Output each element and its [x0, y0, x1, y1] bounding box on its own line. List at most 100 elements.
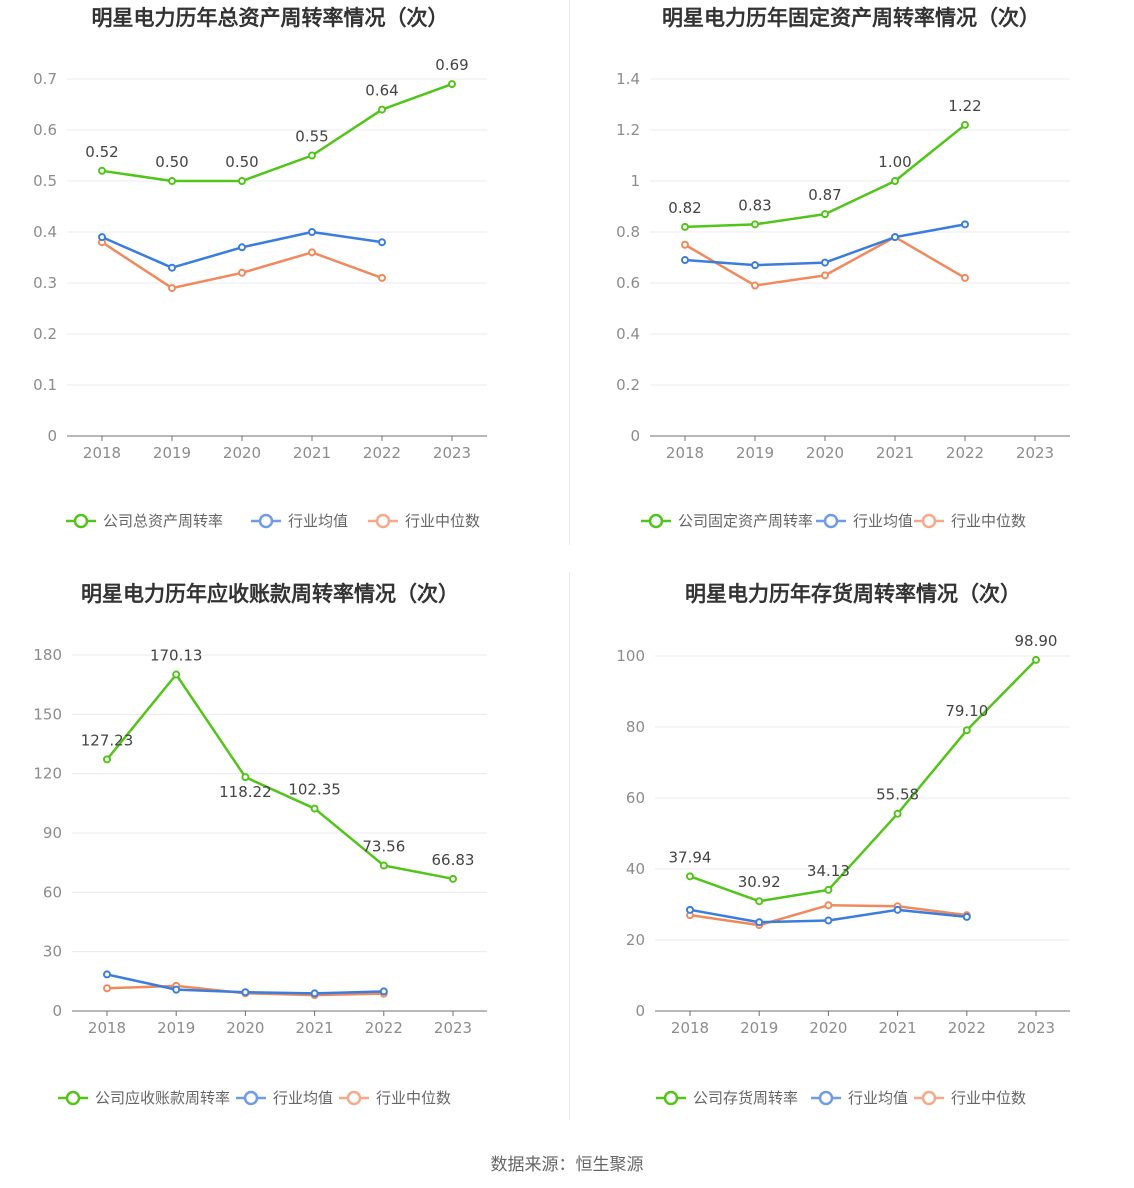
x-tick-label: 2019: [736, 444, 774, 462]
x-tick-label: 2021: [296, 1019, 334, 1037]
data-point: [241, 773, 250, 782]
data-label: 0.83: [738, 196, 771, 214]
data-point: [241, 988, 250, 997]
data-point: [378, 273, 386, 282]
data-label: 34.13: [807, 862, 850, 880]
x-tick-label: 2022: [946, 444, 984, 462]
data-point: [681, 240, 689, 249]
data-point: [238, 243, 246, 252]
data-point: [103, 984, 111, 993]
y-tick-label: 0: [52, 1002, 62, 1020]
data-point: [686, 872, 694, 881]
data-point: [308, 151, 316, 160]
data-point: [824, 885, 833, 894]
data-point: [751, 281, 759, 290]
legend-marker: [65, 1090, 81, 1106]
data-point: [755, 918, 764, 927]
chart-fixed-asset-turnover: 明星电力历年固定资产周转率情况（次） 0 0.2 0.4 0.6 0.8 1 1.2 1.4 20…: [616, 6, 1070, 530]
data-point: [308, 228, 316, 236]
data-label: 0.64: [365, 82, 398, 100]
chart-title: 明星电力历年应收账款周转率情况（次）: [81, 582, 459, 606]
y-tick-label: 90: [43, 824, 62, 842]
y-tick-label: 0: [630, 427, 640, 445]
x-tick-label: 2023: [1017, 1019, 1055, 1037]
x-tick-label: 2023: [434, 1019, 472, 1037]
data-label: 0.55: [295, 128, 328, 146]
legend-label: 行业中位数: [405, 512, 480, 530]
data-point: [378, 238, 386, 247]
data-point: [821, 210, 829, 219]
legend-marker: [258, 513, 274, 529]
y-tick-label: 0.2: [616, 376, 640, 394]
y-tick-label: 0.6: [616, 274, 640, 292]
data-point: [681, 222, 689, 231]
x-tick-label: 2019: [740, 1019, 778, 1037]
data-label: 0.50: [225, 153, 258, 171]
legend-label: 行业均值: [853, 512, 913, 530]
x-tick-label: 2020: [223, 444, 261, 462]
data-point: [310, 804, 319, 813]
series-line-0: [689, 659, 1037, 903]
data-point: [168, 177, 176, 185]
data-point: [172, 670, 181, 679]
data-point: [379, 861, 388, 870]
chart-title: 明星电力历年存货周转率情况（次）: [685, 582, 1021, 606]
y-tick-label: 0.6: [33, 121, 57, 139]
legend-label: 行业均值: [848, 1089, 908, 1107]
legend-label: 行业中位数: [951, 512, 1026, 530]
data-point: [1032, 655, 1040, 664]
y-tick-label: 180: [33, 646, 62, 664]
x-tick-label: 2018: [83, 444, 121, 462]
y-tick-label: 1.2: [616, 121, 640, 139]
legend-marker: [648, 513, 664, 529]
legend-label: 公司固定资产周转率: [678, 512, 813, 530]
x-tick-label: 2021: [879, 1019, 917, 1037]
y-tick-label: 20: [626, 931, 645, 949]
legend-marker: [243, 1090, 259, 1106]
data-label: 0.52: [85, 143, 118, 161]
data-point: [751, 220, 759, 229]
x-tick-label: 2021: [876, 444, 914, 462]
y-tick-label: 1.4: [616, 70, 640, 88]
data-point: [962, 726, 971, 735]
data-label: 118.22: [219, 783, 272, 801]
y-tick-label: 60: [43, 883, 62, 901]
legend-marker: [346, 1090, 362, 1106]
data-point: [310, 989, 319, 998]
data-point: [172, 985, 181, 994]
y-tick-label: 0: [635, 1002, 645, 1020]
series-line-0: [106, 673, 454, 881]
data-point: [824, 916, 833, 925]
divider-top: [569, 0, 570, 545]
x-tick-label: 2020: [809, 1019, 847, 1037]
x-tick-label: 2019: [157, 1019, 195, 1037]
x-tick-label: 2020: [226, 1019, 264, 1037]
divider-bottom: [569, 572, 570, 1120]
data-label: 73.56: [362, 838, 405, 856]
x-tick-label: 2022: [948, 1019, 986, 1037]
legend-marker: [823, 513, 839, 529]
data-point: [821, 271, 829, 280]
x-tick-label: 2019: [153, 444, 191, 462]
legend-marker: [921, 1090, 937, 1106]
y-tick-label: 0.5: [33, 172, 57, 190]
data-label: 79.10: [945, 702, 988, 720]
y-tick-label: 0.2: [33, 325, 57, 343]
chart-title: 明星电力历年固定资产周转率情况（次）: [662, 6, 1040, 30]
y-tick-label: 1: [630, 172, 640, 190]
data-point: [961, 273, 969, 282]
data-point: [686, 905, 694, 914]
x-tick-label: 2021: [293, 444, 331, 462]
data-point: [891, 177, 899, 185]
data-label: 98.90: [1015, 632, 1058, 650]
y-tick-label: 0.3: [33, 274, 57, 292]
data-label: 66.83: [432, 851, 475, 869]
legend-label: 行业中位数: [951, 1089, 1026, 1107]
legend-label: 公司存货周转率: [693, 1089, 798, 1107]
data-point: [168, 263, 176, 272]
y-tick-label: 80: [626, 718, 645, 736]
data-label: 1.00: [878, 153, 911, 171]
x-tick-label: 2022: [365, 1019, 403, 1037]
legend-label: 行业均值: [288, 512, 348, 530]
data-point: [449, 874, 457, 883]
